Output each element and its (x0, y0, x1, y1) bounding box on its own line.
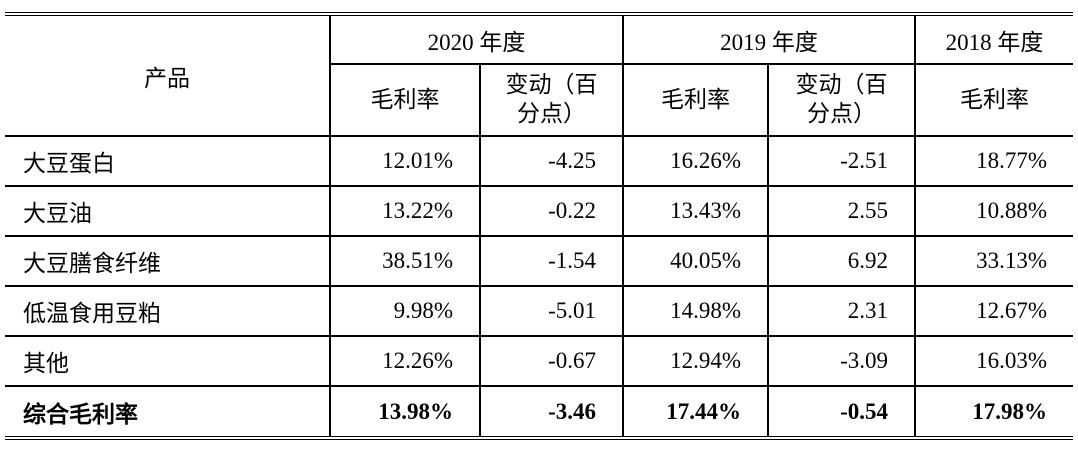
value-cell-2019-margin: 12.94% (622, 336, 768, 387)
value-cell-2020-change: -5.01 (479, 286, 623, 337)
header-2020-change-pp: 变动（百 分点） (479, 64, 623, 137)
value-cell-2020-margin: 9.98% (329, 286, 480, 337)
table-row-soy-oil: 大豆油 13.22% -0.22 13.43% 2.55 10.88% (5, 186, 1073, 237)
table-row-overall-gross-margin: 综合毛利率 13.98% -3.46 17.44% -0.54 17.98% (5, 386, 1073, 439)
product-cell: 其他 (5, 336, 330, 387)
document-page: 产品 2020 年度 2019 年度 2018 年度 毛利率 变动（百 分点） … (5, 12, 1073, 440)
value-cell-2019-margin: 17.44% (622, 386, 768, 439)
value-cell-2020-margin: 12.26% (329, 336, 480, 387)
value-cell-2020-change: -0.67 (479, 336, 623, 387)
value-cell-2019-change: 2.31 (767, 286, 915, 337)
product-cell: 低温食用豆粕 (5, 286, 330, 337)
value-cell-2019-margin: 14.98% (622, 286, 768, 337)
value-cell-2020-margin: 38.51% (329, 236, 480, 287)
value-cell-2020-change: -4.25 (479, 136, 623, 187)
product-cell: 大豆膳食纤维 (5, 236, 330, 287)
header-row-years: 产品 2020 年度 2019 年度 2018 年度 (5, 14, 1073, 137)
value-cell-2020-change: -3.46 (479, 386, 623, 439)
value-cell-2018-margin: 18.77% (914, 136, 1073, 187)
value-cell-2019-margin: 13.43% (622, 186, 768, 237)
value-cell-2020-change: -0.22 (479, 186, 623, 237)
value-cell-2019-change: 2.55 (767, 186, 915, 237)
header-product: 产品 (5, 14, 330, 137)
table-row-others: 其他 12.26% -0.67 12.94% -3.09 16.03% (5, 336, 1073, 387)
value-cell-2018-margin: 33.13% (914, 236, 1073, 287)
value-cell-2020-change: -1.54 (479, 236, 623, 287)
table-row-low-temp-soybean-meal: 低温食用豆粕 9.98% -5.01 14.98% 2.31 12.67% (5, 286, 1073, 337)
header-2020-gross-margin: 毛利率 (329, 64, 480, 137)
value-cell-2018-margin: 12.67% (914, 286, 1073, 337)
value-cell-2018-margin: 17.98% (914, 386, 1073, 439)
product-cell: 大豆油 (5, 186, 330, 237)
value-cell-2019-margin: 40.05% (622, 236, 768, 287)
gross-margin-table: 产品 2020 年度 2019 年度 2018 年度 毛利率 变动（百 分点） … (5, 12, 1073, 440)
product-cell: 综合毛利率 (5, 386, 330, 439)
header-year-2018: 2018 年度 (914, 14, 1073, 65)
value-cell-2019-margin: 16.26% (622, 136, 768, 187)
product-cell: 大豆蛋白 (5, 136, 330, 187)
table-row-soy-dietary-fiber: 大豆膳食纤维 38.51% -1.54 40.05% 6.92 33.13% (5, 236, 1073, 287)
value-cell-2019-change: 6.92 (767, 236, 915, 287)
value-cell-2020-margin: 12.01% (329, 136, 480, 187)
table-row-soy-protein: 大豆蛋白 12.01% -4.25 16.26% -2.51 18.77% (5, 136, 1073, 187)
header-row-subs: 毛利率 变动（百 分点） 毛利率 变动（百 分点） 毛利率 (5, 64, 1073, 137)
value-cell-2020-margin: 13.22% (329, 186, 480, 237)
value-cell-2019-change: -0.54 (767, 386, 915, 439)
value-cell-2019-change: -3.09 (767, 336, 915, 387)
header-2019-change-pp: 变动（百 分点） (767, 64, 915, 137)
header-2018-gross-margin: 毛利率 (914, 64, 1073, 137)
value-cell-2020-margin: 13.98% (329, 386, 480, 439)
value-cell-2019-change: -2.51 (767, 136, 915, 187)
header-2019-gross-margin: 毛利率 (622, 64, 768, 137)
header-year-2019: 2019 年度 (622, 14, 915, 65)
value-cell-2018-margin: 16.03% (914, 336, 1073, 387)
header-year-2020: 2020 年度 (329, 14, 623, 65)
value-cell-2018-margin: 10.88% (914, 186, 1073, 237)
